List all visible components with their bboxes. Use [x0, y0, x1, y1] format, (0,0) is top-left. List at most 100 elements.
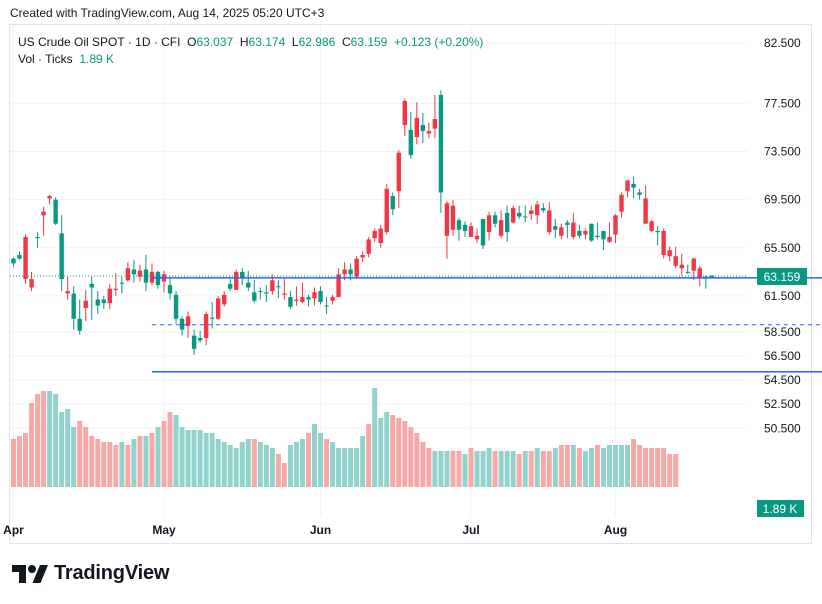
y-tick-label: 65.500	[764, 241, 801, 255]
volume-bar	[643, 448, 649, 487]
candle-body	[601, 230, 606, 240]
candle-body	[685, 271, 690, 273]
candle-body	[282, 293, 287, 295]
volume-bar	[287, 445, 293, 487]
candle-body	[541, 208, 546, 211]
candle-body	[444, 203, 450, 236]
volume-bar	[107, 442, 113, 487]
low-label: L	[291, 35, 299, 49]
candle-body	[318, 291, 323, 302]
candle-body	[47, 196, 52, 199]
candle-body	[372, 230, 377, 239]
volume-bar	[625, 445, 631, 487]
candle-body	[215, 298, 221, 319]
volume-bar	[534, 448, 540, 487]
volume-bar	[119, 442, 125, 487]
candles	[11, 90, 715, 355]
candle-body	[637, 192, 642, 195]
x-tick-label: Apr	[3, 523, 24, 537]
candle-body	[468, 226, 474, 237]
candle-body	[137, 270, 143, 277]
candle-body	[486, 215, 492, 233]
candle-body	[294, 299, 299, 301]
candle-body	[384, 188, 389, 233]
volume-bar	[29, 403, 35, 487]
candle-body	[306, 297, 311, 300]
candle-body	[119, 282, 125, 284]
volume-bar	[613, 445, 618, 487]
candle-body	[300, 297, 305, 302]
volume-bar	[510, 451, 516, 487]
volume-bar	[245, 439, 251, 487]
volume-bar	[498, 451, 504, 487]
candle-body	[667, 250, 672, 257]
volume-bar	[227, 445, 233, 487]
candle-body	[547, 210, 552, 233]
volume-bar	[239, 442, 245, 487]
tradingview-logo-icon	[12, 564, 48, 583]
tradingview-logo[interactable]: TradingView	[12, 562, 169, 585]
candle-body	[378, 228, 383, 243]
candle-body	[191, 335, 197, 349]
price-axis: 82.500 77.500 73.500 69.500 65.500 61.500 58.5…	[764, 36, 801, 435]
candle-body	[53, 199, 58, 224]
volume-bars	[11, 388, 679, 487]
volume-bar	[649, 448, 655, 487]
candle-body	[709, 275, 715, 278]
volume-bar	[65, 409, 71, 487]
volume-bar	[600, 448, 606, 487]
candle-body	[408, 129, 414, 156]
candle-body	[113, 288, 119, 290]
volume-bar	[450, 451, 456, 487]
volume-bar	[41, 391, 47, 487]
volume-bar	[173, 415, 179, 487]
candle-body	[149, 271, 155, 283]
volume-bar	[564, 445, 570, 487]
candle-body	[312, 292, 317, 299]
candle-body	[474, 235, 480, 240]
volume-bar	[113, 445, 119, 487]
volume-bar	[101, 442, 107, 487]
candle-body	[625, 180, 630, 192]
candle-body	[264, 292, 269, 294]
low-value: 62.986	[298, 35, 336, 49]
volume-bar	[191, 430, 197, 487]
candle-body	[330, 297, 335, 301]
candle-body	[583, 230, 588, 235]
volume-bar	[462, 454, 468, 487]
candle-body	[691, 258, 696, 271]
volume-bar	[456, 451, 462, 487]
volume-bar	[444, 451, 450, 487]
volume-label[interactable]: Vol · Ticks	[18, 52, 73, 66]
axis-labels: 63.159 1.89 K	[10, 267, 807, 517]
candle-body	[420, 125, 426, 132]
volume-bar	[486, 448, 492, 487]
candle-body	[342, 269, 347, 275]
candle-body	[402, 100, 407, 126]
volume-bar	[390, 415, 396, 487]
candle-body	[529, 210, 534, 215]
x-tick-label: Aug	[604, 523, 627, 537]
volume-bar	[167, 412, 173, 487]
volume-bar	[432, 451, 438, 487]
volume-bar	[619, 445, 625, 487]
volume-bar	[197, 430, 203, 487]
volume-bar	[71, 427, 77, 487]
volume-bar	[384, 412, 390, 487]
y-tick-label: 50.500	[764, 421, 801, 435]
candle-body	[11, 258, 16, 264]
candle-body	[607, 236, 612, 242]
candle-body	[240, 271, 245, 278]
volume-bar	[594, 445, 600, 487]
symbol-name[interactable]: US Crude Oil SPOT · 1D · CFI	[18, 35, 181, 49]
volume-bar	[131, 439, 137, 487]
volume-bar	[582, 451, 588, 487]
volume-bar	[354, 448, 360, 487]
last-price-text: 63.159	[764, 270, 801, 284]
candle-body	[41, 211, 46, 216]
volume-bar	[348, 448, 354, 487]
volume-bar	[11, 439, 16, 487]
candle-body	[360, 255, 365, 258]
volume-bar	[293, 442, 299, 487]
